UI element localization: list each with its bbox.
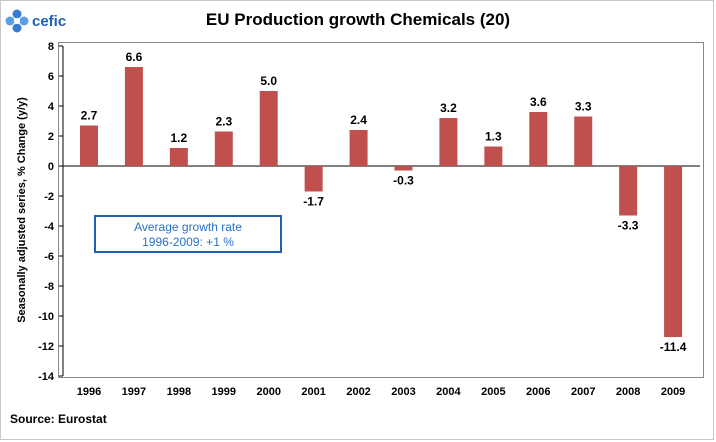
average-growth-annotation: Average growth rate 1996-2009: +1 % <box>94 215 282 253</box>
y-tick-label: -6 <box>44 251 54 263</box>
bar-2003 <box>394 166 413 171</box>
value-label-2008: -3.3 <box>618 219 639 233</box>
bar-1999 <box>214 131 233 166</box>
bar-1998 <box>169 148 188 166</box>
value-label-1996: 2.7 <box>81 109 98 123</box>
x-tick-label-2005: 2005 <box>481 386 505 398</box>
logo-text: cefic <box>32 13 67 30</box>
x-tick-label-1998: 1998 <box>167 386 191 398</box>
y-tick-label: 8 <box>48 41 54 53</box>
y-tick-label: -2 <box>44 191 54 203</box>
x-tick-label-2002: 2002 <box>346 386 370 398</box>
source-note: Source: Eurostat <box>10 412 107 426</box>
cefic-flower-icon <box>5 9 29 33</box>
x-tick-label-1997: 1997 <box>122 386 146 398</box>
value-label-2004: 3.2 <box>440 101 457 115</box>
y-axis-label: Seasonally adjusted series, % Change (y/… <box>16 97 28 323</box>
y-tick-label: -8 <box>44 281 54 293</box>
y-tick-label: 4 <box>48 101 55 113</box>
bar-2005 <box>484 146 503 166</box>
bar-2002 <box>349 130 368 166</box>
chart-title: EU Production growth Chemicals (20) <box>205 10 511 29</box>
value-label-1997: 6.6 <box>126 50 143 64</box>
bar-2001 <box>304 166 323 192</box>
bar-1996 <box>80 125 98 166</box>
y-tick-label: -10 <box>38 311 54 323</box>
x-tick-label-2009: 2009 <box>661 386 685 398</box>
y-tick-label: -4 <box>44 221 55 233</box>
y-tick-label: 6 <box>48 71 54 83</box>
x-tick-label-2000: 2000 <box>256 386 280 398</box>
value-label-2006: 3.6 <box>530 95 547 109</box>
x-tick-label-1999: 1999 <box>212 386 236 398</box>
x-tick-label-1996: 1996 <box>77 386 101 398</box>
bar-2004 <box>439 118 458 166</box>
value-label-2005: 1.3 <box>485 130 502 144</box>
y-tick-label: 2 <box>48 131 54 143</box>
value-label-1998: 1.2 <box>171 131 188 145</box>
y-tick-label: -12 <box>38 341 54 353</box>
x-tick-label-2003: 2003 <box>391 386 415 398</box>
x-tick-label-2006: 2006 <box>526 386 550 398</box>
plot-area <box>58 42 704 378</box>
value-label-2003: -0.3 <box>393 174 414 188</box>
x-tick-label-2007: 2007 <box>571 386 595 398</box>
x-tick-label-2001: 2001 <box>301 386 325 398</box>
value-label-1999: 2.3 <box>215 115 232 129</box>
bar-2009 <box>664 166 683 337</box>
bar-1997 <box>124 67 143 166</box>
annotation-line-2: 1996-2009: +1 % <box>142 235 234 249</box>
annotation-line-1: Average growth rate <box>134 220 242 234</box>
bar-2006 <box>529 112 548 166</box>
value-label-2001: -1.7 <box>303 195 324 209</box>
cefic-logo: cefic <box>4 8 74 36</box>
value-label-2000: 5.0 <box>260 74 277 88</box>
value-label-2009: -11.4 <box>660 340 687 354</box>
x-tick-label-2004: 2004 <box>436 386 461 398</box>
x-tick-label-2008: 2008 <box>616 386 640 398</box>
value-label-2007: 3.3 <box>575 100 592 114</box>
bar-2000 <box>259 91 278 166</box>
bar-2007 <box>574 116 593 166</box>
bar-2008 <box>619 166 638 216</box>
y-tick-label: 0 <box>48 161 54 173</box>
value-label-2002: 2.4 <box>350 113 367 127</box>
y-tick-label: -14 <box>38 371 55 383</box>
